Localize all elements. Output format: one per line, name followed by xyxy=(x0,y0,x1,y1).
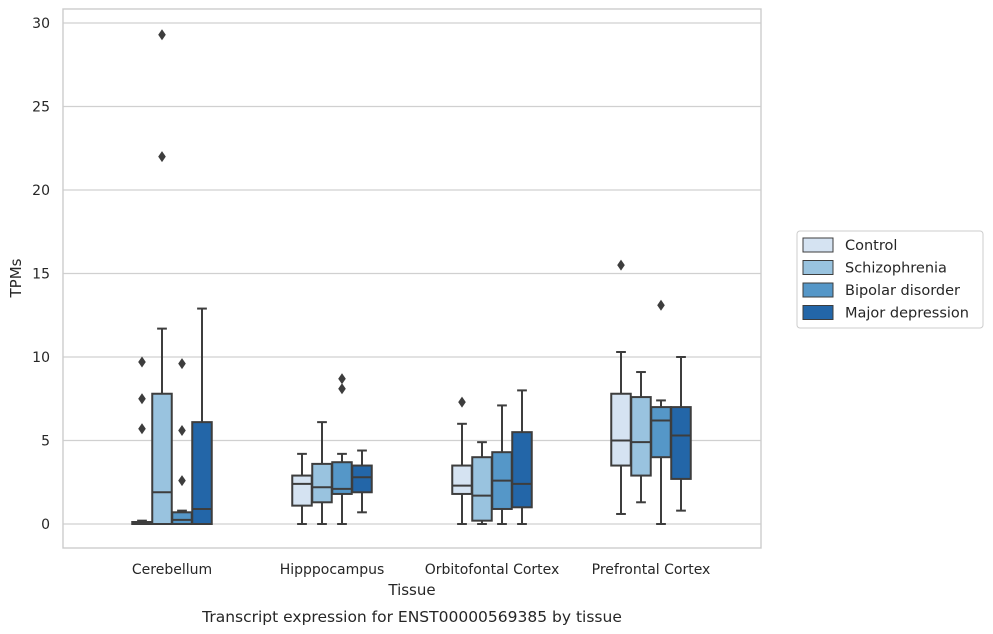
outlier-point-3 xyxy=(138,423,146,435)
legend-label-2: Schizophrenia xyxy=(845,261,947,277)
box-3-4 xyxy=(650,299,672,525)
box-4-4 xyxy=(670,356,692,512)
outlier-point-3 xyxy=(178,475,186,487)
box-body xyxy=(291,474,313,507)
y-tick-label-25: 25 xyxy=(32,100,50,116)
x-tick-label-2: Hipppocampus xyxy=(280,562,385,578)
y-tick-label-5: 5 xyxy=(41,434,50,450)
legend-label-3: Bipolar disorder xyxy=(845,283,960,299)
box-1-3 xyxy=(451,396,473,525)
outlier-point-2 xyxy=(158,151,166,163)
y-tick-label-30: 30 xyxy=(32,16,50,32)
y-tick-label-10: 10 xyxy=(32,350,50,366)
box-3-2 xyxy=(331,373,353,525)
legend-swatch-1 xyxy=(802,237,834,253)
outlier-point-1 xyxy=(617,259,625,271)
plot-area-frame xyxy=(62,8,762,549)
x-axis-ticks: Cerebellum Hipppocampus Orbitofontal Corte… xyxy=(132,562,710,578)
legend-swatch-3 xyxy=(802,282,834,298)
box-2-1 xyxy=(151,29,173,525)
legend-swatch-4 xyxy=(802,305,834,320)
y-tick-label-0: 0 xyxy=(41,517,50,533)
box-2-2 xyxy=(311,421,333,525)
outlier-point-2 xyxy=(178,424,186,436)
gridlines xyxy=(63,22,761,525)
box-3-3 xyxy=(491,404,513,525)
box-1-1 xyxy=(131,356,153,525)
legend: Control Schizophrenia Bipolar disorder Majo… xyxy=(796,230,984,329)
outlier-point-1 xyxy=(138,356,146,368)
legend-swatch-2 xyxy=(802,260,834,275)
box-body xyxy=(650,406,672,459)
box-body xyxy=(610,392,632,467)
box-body xyxy=(670,406,692,480)
box-groups xyxy=(131,29,692,526)
outlier-point-1 xyxy=(458,396,466,408)
x-axis-title: Tissue xyxy=(387,581,435,599)
x-tick-label-1: Cerebellum xyxy=(132,562,212,578)
box-1-2 xyxy=(291,452,313,525)
box-2-4 xyxy=(630,371,652,504)
box-body xyxy=(511,431,533,509)
box-4-1 xyxy=(191,307,213,526)
box-3-1 xyxy=(171,358,193,525)
chart-caption: Transcript expression for ENST0000056938… xyxy=(201,608,622,626)
box-2-3 xyxy=(471,441,493,525)
legend-label-1: Control xyxy=(845,238,897,254)
box-4-3 xyxy=(511,389,533,525)
outlier-point-2 xyxy=(338,383,346,395)
y-axis-ticks: 0 5 10 15 20 25 30 xyxy=(32,16,50,533)
box-body xyxy=(351,464,373,494)
y-tick-label-20: 20 xyxy=(32,183,50,199)
y-tick-label-15: 15 xyxy=(32,267,50,283)
outlier-point-1 xyxy=(338,373,346,385)
outlier-point-1 xyxy=(158,29,166,41)
outlier-point-1 xyxy=(657,299,665,311)
y-axis-title: TPMs xyxy=(7,258,25,298)
box-1-4 xyxy=(610,259,632,515)
x-tick-label-3: Orbitofontal Cortex xyxy=(425,562,560,578)
box-body xyxy=(191,421,213,526)
outlier-point-1 xyxy=(178,358,186,370)
legend-label-4: Major depression xyxy=(845,306,969,322)
box-body xyxy=(311,462,333,504)
legend-frame xyxy=(796,230,984,329)
outlier-point-2 xyxy=(138,393,146,405)
x-tick-label-4: Prefrontal Cortex xyxy=(592,562,711,578)
box-body xyxy=(471,456,493,522)
box-body xyxy=(151,392,173,525)
box-4-2 xyxy=(351,449,373,514)
box-body xyxy=(630,396,652,477)
box-body xyxy=(171,511,193,525)
box-body xyxy=(451,464,473,495)
